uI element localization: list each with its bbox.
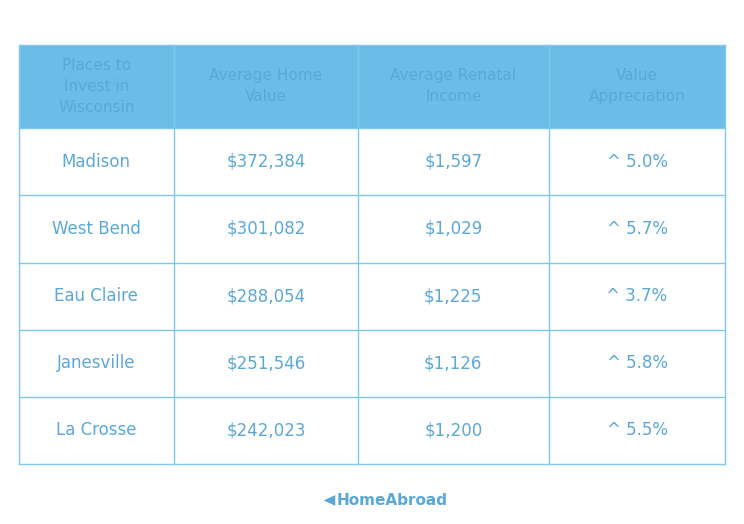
Text: $372,384: $372,384 bbox=[226, 153, 306, 171]
Text: Average Renatal
Income: Average Renatal Income bbox=[391, 69, 516, 104]
Text: $1,126: $1,126 bbox=[424, 354, 482, 372]
Text: Places to
Invest in
Wisconsin: Places to Invest in Wisconsin bbox=[58, 58, 135, 115]
Text: Value
Appreciation: Value Appreciation bbox=[589, 69, 685, 104]
Bar bbox=[174, 263, 358, 330]
Bar bbox=[19, 128, 174, 195]
Text: $1,029: $1,029 bbox=[424, 220, 482, 238]
Text: $1,200: $1,200 bbox=[424, 421, 482, 439]
Text: ^ 3.7%: ^ 3.7% bbox=[606, 287, 667, 305]
Bar bbox=[358, 128, 549, 195]
Text: ^ 5.8%: ^ 5.8% bbox=[606, 354, 667, 372]
Text: ^ 5.0%: ^ 5.0% bbox=[606, 153, 667, 171]
Bar bbox=[174, 330, 358, 397]
Text: Madison: Madison bbox=[62, 153, 131, 171]
Bar bbox=[19, 263, 174, 330]
Text: $251,546: $251,546 bbox=[226, 354, 306, 372]
Polygon shape bbox=[324, 495, 336, 506]
Text: $1,225: $1,225 bbox=[424, 287, 482, 305]
Text: $242,023: $242,023 bbox=[226, 421, 306, 439]
Bar bbox=[358, 195, 549, 263]
Bar bbox=[358, 263, 549, 330]
Text: ^ 5.7%: ^ 5.7% bbox=[606, 220, 667, 238]
Bar bbox=[19, 195, 174, 263]
Bar bbox=[19, 397, 174, 464]
Text: $288,054: $288,054 bbox=[226, 287, 306, 305]
Text: $301,082: $301,082 bbox=[226, 220, 306, 238]
Bar bbox=[358, 45, 549, 128]
Bar bbox=[174, 397, 358, 464]
Bar bbox=[549, 45, 725, 128]
Text: Janesville: Janesville bbox=[57, 354, 135, 372]
Text: Eau Claire: Eau Claire bbox=[54, 287, 138, 305]
Bar bbox=[19, 45, 174, 128]
Bar bbox=[549, 397, 725, 464]
Text: ^ 5.5%: ^ 5.5% bbox=[606, 421, 667, 439]
Bar bbox=[358, 330, 549, 397]
Text: West Bend: West Bend bbox=[52, 220, 141, 238]
Bar bbox=[174, 195, 358, 263]
Bar bbox=[174, 45, 358, 128]
Text: $1,597: $1,597 bbox=[424, 153, 482, 171]
Text: La Crosse: La Crosse bbox=[56, 421, 137, 439]
Text: Average Home
Value: Average Home Value bbox=[209, 69, 323, 104]
Bar bbox=[549, 330, 725, 397]
Bar bbox=[174, 128, 358, 195]
Text: HomeAbroad: HomeAbroad bbox=[337, 493, 448, 508]
Bar bbox=[19, 330, 174, 397]
Bar bbox=[549, 128, 725, 195]
Bar bbox=[358, 397, 549, 464]
Bar bbox=[549, 195, 725, 263]
Bar bbox=[549, 263, 725, 330]
